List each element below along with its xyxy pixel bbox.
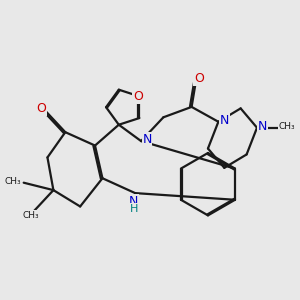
Text: CH₃: CH₃ xyxy=(23,211,39,220)
Text: O: O xyxy=(133,90,143,103)
Text: N: N xyxy=(220,114,229,127)
Text: O: O xyxy=(37,102,46,115)
Text: CH₃: CH₃ xyxy=(5,177,22,186)
Text: O: O xyxy=(194,72,204,85)
Text: CH₃: CH₃ xyxy=(278,122,295,131)
Text: N: N xyxy=(129,195,138,208)
Text: N: N xyxy=(142,133,152,146)
Text: N: N xyxy=(258,120,267,133)
Text: H: H xyxy=(130,204,138,214)
